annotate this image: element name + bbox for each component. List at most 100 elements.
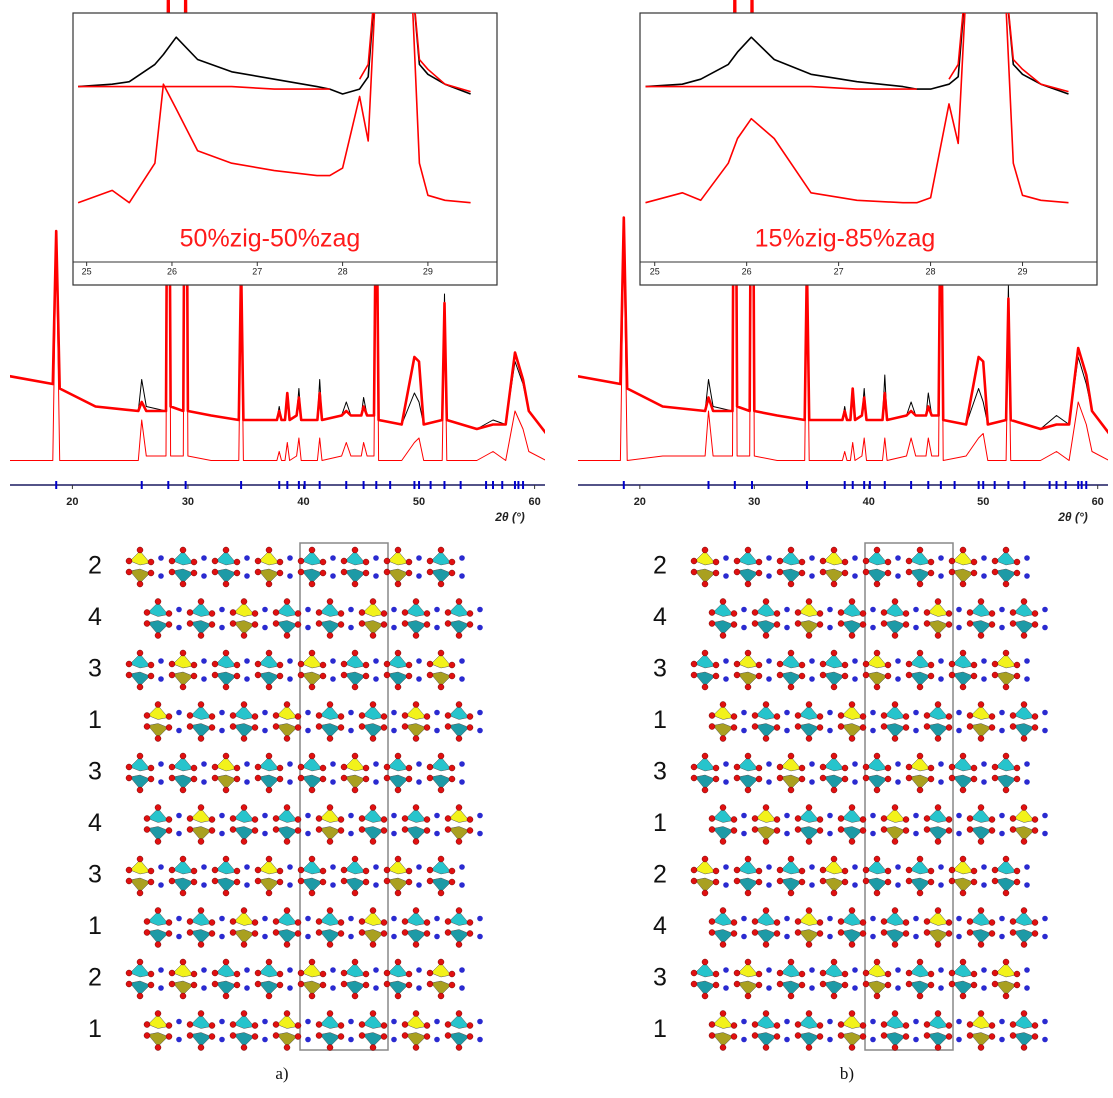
polyhedron	[258, 859, 280, 875]
oxygen-atom	[211, 671, 219, 679]
polyhedron	[215, 877, 237, 893]
oxygen-atom	[265, 958, 273, 966]
oxygen-atom	[208, 827, 216, 834]
polyhedron	[344, 859, 366, 875]
oxygen-atom	[362, 661, 370, 669]
polyhedron	[190, 929, 212, 944]
cation-atom	[1024, 882, 1030, 888]
oxygen-atom	[340, 763, 348, 771]
oxygen-atom	[308, 580, 316, 588]
polyhedron	[448, 602, 470, 617]
oxygen-atom	[959, 683, 967, 691]
oxygen-atom	[283, 632, 291, 639]
oxygen-atom	[143, 712, 151, 719]
polyhedron	[172, 859, 194, 875]
oxygen-atom	[466, 816, 474, 823]
oxygen-atom	[988, 919, 996, 926]
cation-atom	[201, 573, 207, 579]
oxygen-atom	[358, 620, 366, 627]
cation-atom	[330, 967, 336, 973]
cation-atom	[158, 658, 164, 664]
oxygen-atom	[708, 826, 716, 833]
oxygen-atom	[265, 580, 273, 588]
oxygen-atom	[733, 774, 741, 782]
cation-atom	[913, 624, 919, 631]
oxygen-atom	[859, 816, 867, 823]
oxygen-atom	[794, 620, 802, 627]
cation-atom	[287, 967, 293, 973]
oxygen-atom	[708, 620, 716, 627]
oxygen-atom	[787, 786, 795, 794]
oxygen-atom	[830, 546, 838, 554]
cation-atom	[330, 658, 336, 664]
cation-atom	[766, 658, 772, 664]
oxygen-atom	[873, 546, 881, 554]
layer-label: 2	[88, 964, 102, 992]
oxygen-atom	[197, 1044, 205, 1051]
polyhedron	[172, 653, 194, 669]
oxygen-atom	[136, 546, 144, 554]
cation-atom	[416, 761, 422, 767]
oxygen-atom	[222, 786, 230, 794]
polyhedron	[233, 705, 255, 720]
oxygen-atom	[862, 877, 870, 885]
oxygen-atom	[179, 683, 187, 691]
oxygen-atom	[701, 649, 709, 657]
oxygen-atom	[405, 558, 413, 566]
oxygen-atom	[197, 632, 205, 639]
polyhedron	[866, 568, 888, 584]
cation-atom	[827, 1036, 833, 1043]
oxygen-atom	[326, 1010, 334, 1017]
oxygen-atom	[362, 867, 370, 875]
cation-atom	[244, 882, 250, 888]
polyhedron	[233, 1032, 255, 1047]
polyhedron	[780, 671, 802, 687]
oxygen-atom	[380, 1033, 388, 1040]
oxygen-atom	[794, 929, 802, 936]
polyhedron	[927, 620, 949, 635]
oxygen-atom	[701, 752, 709, 760]
oxygen-atom	[326, 804, 334, 811]
oxygen-atom	[143, 1032, 151, 1039]
cation-atom	[913, 1018, 919, 1025]
cation-atom	[434, 830, 440, 837]
oxygen-atom	[448, 775, 456, 783]
cation-atom	[1024, 779, 1030, 785]
oxygen-atom	[412, 632, 420, 639]
oxygen-atom	[884, 764, 892, 772]
cation-atom	[477, 830, 483, 837]
oxygen-atom	[362, 569, 370, 577]
oxygen-atom	[337, 827, 345, 834]
oxygen-atom	[891, 941, 899, 948]
oxygen-atom	[448, 661, 456, 669]
oxygen-atom	[294, 621, 302, 628]
cation-atom	[1024, 985, 1030, 991]
cation-atom	[895, 761, 901, 767]
cation-atom	[219, 812, 225, 819]
oxygen-atom	[254, 568, 262, 576]
oxygen-atom	[401, 609, 409, 616]
cation-atom	[999, 830, 1005, 837]
oxygen-atom	[380, 724, 388, 731]
oxygen-atom	[294, 1022, 302, 1029]
oxygen-atom	[1009, 826, 1017, 833]
cation-atom	[1042, 915, 1048, 922]
polyhedron	[405, 1014, 427, 1029]
cation-atom	[176, 812, 182, 819]
oxygen-atom	[154, 735, 162, 742]
oxygen-atom	[880, 609, 888, 616]
oxygen-atom	[1013, 672, 1021, 680]
oxygen-atom	[712, 878, 720, 886]
cation-atom	[244, 573, 250, 579]
oxygen-atom	[773, 1033, 781, 1040]
oxygen-atom	[690, 774, 698, 782]
polyhedron	[952, 962, 974, 978]
polyhedron	[172, 550, 194, 566]
oxygen-atom	[891, 838, 899, 845]
panel-caption: a)	[275, 1064, 288, 1083]
oxygen-atom	[773, 816, 781, 823]
oxygen-atom	[308, 855, 316, 863]
oxygen-atom	[197, 1010, 205, 1017]
cation-atom	[477, 1018, 483, 1025]
